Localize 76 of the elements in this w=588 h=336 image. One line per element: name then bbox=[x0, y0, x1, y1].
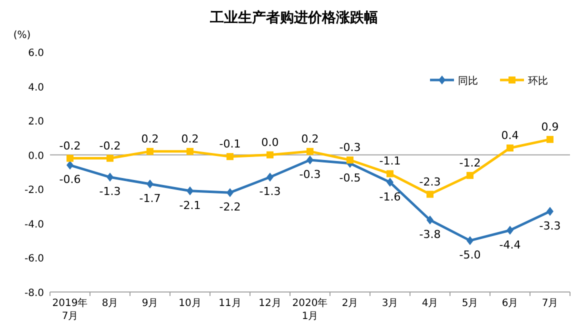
x-tick-label: 2月 bbox=[342, 298, 358, 309]
x-tick-label: 7月 bbox=[542, 298, 558, 309]
data-label: -0.5 bbox=[339, 171, 361, 184]
point bbox=[546, 206, 554, 216]
x-tick-label: 2019年 7月 bbox=[52, 297, 88, 322]
data-label: 0.4 bbox=[501, 129, 519, 142]
point bbox=[466, 236, 474, 246]
point bbox=[426, 190, 434, 198]
point bbox=[346, 156, 354, 164]
data-label: -1.2 bbox=[459, 156, 481, 170]
point bbox=[106, 172, 114, 182]
point bbox=[146, 180, 154, 188]
point bbox=[506, 226, 514, 235]
data-label: -3.3 bbox=[539, 219, 561, 232]
x-tick-label: 5月 bbox=[462, 298, 478, 309]
data-label: -2.1 bbox=[179, 198, 201, 212]
legend-label: 同比 bbox=[458, 75, 478, 87]
x-tick-label: 9月 bbox=[142, 298, 158, 309]
point bbox=[266, 151, 274, 158]
data-label: -0.2 bbox=[59, 139, 81, 152]
x-tick-label: 3月 bbox=[382, 298, 398, 309]
point bbox=[546, 136, 554, 143]
y-tick-label: 4.0 bbox=[28, 82, 44, 94]
point bbox=[226, 188, 234, 198]
data-label: -1.6 bbox=[379, 190, 401, 204]
point bbox=[266, 172, 274, 182]
chart-title: 工业生产者购进价格涨跌幅 bbox=[209, 9, 378, 26]
data-label: -1.3 bbox=[99, 185, 121, 198]
data-label: -0.6 bbox=[59, 173, 81, 186]
point bbox=[146, 148, 154, 155]
point bbox=[386, 170, 394, 178]
y-tick-label: -8.0 bbox=[24, 288, 44, 299]
legend-label: 环比 bbox=[528, 75, 548, 87]
y-tick-label: 6.0 bbox=[28, 48, 44, 59]
y-tick-label: -4.0 bbox=[24, 219, 44, 230]
x-tick-label: 6月 bbox=[502, 298, 518, 309]
x-tick-label: 2020年 1月 bbox=[292, 297, 328, 322]
point bbox=[106, 154, 114, 162]
x-tick-label: 10月 bbox=[178, 298, 202, 309]
data-label: -1.1 bbox=[379, 154, 401, 168]
x-tick-label: 8月 bbox=[102, 298, 118, 309]
point bbox=[306, 148, 314, 155]
point bbox=[226, 153, 234, 160]
data-label: 0.9 bbox=[541, 120, 559, 134]
y-tick-label: -2.0 bbox=[24, 185, 44, 196]
data-label: -2.2 bbox=[219, 200, 241, 214]
data-label: -3.8 bbox=[419, 228, 441, 241]
data-label: -0.2 bbox=[99, 139, 121, 152]
x-tick-label: 12月 bbox=[258, 298, 282, 309]
data-label: 0.2 bbox=[141, 132, 159, 146]
point bbox=[466, 172, 474, 179]
y-tick-label: 2.0 bbox=[28, 116, 44, 128]
data-label: -0.3 bbox=[299, 168, 321, 181]
point bbox=[506, 144, 514, 152]
data-label: 0.2 bbox=[301, 132, 319, 146]
data-label: -1.3 bbox=[259, 185, 281, 198]
x-tick-label: 4月 bbox=[422, 298, 438, 309]
data-label: -5.0 bbox=[459, 248, 481, 262]
point bbox=[426, 216, 434, 224]
y-tick-label: 0.0 bbox=[28, 150, 44, 162]
point bbox=[186, 148, 194, 155]
y-axis-title: (%) bbox=[13, 30, 31, 41]
point bbox=[186, 186, 194, 196]
x-tick-label: 11月 bbox=[218, 298, 242, 309]
data-label: 0.2 bbox=[181, 132, 199, 146]
data-label: -0.1 bbox=[219, 138, 241, 151]
data-label: -0.3 bbox=[339, 141, 361, 154]
data-label: -4.4 bbox=[499, 238, 521, 252]
data-label: -1.7 bbox=[139, 192, 161, 205]
data-label: 0.0 bbox=[261, 136, 279, 149]
data-label: -2.3 bbox=[419, 175, 441, 188]
point bbox=[66, 160, 74, 170]
point bbox=[386, 178, 394, 187]
y-tick-label: -6.0 bbox=[24, 254, 44, 265]
point bbox=[66, 154, 74, 162]
point bbox=[306, 156, 314, 164]
